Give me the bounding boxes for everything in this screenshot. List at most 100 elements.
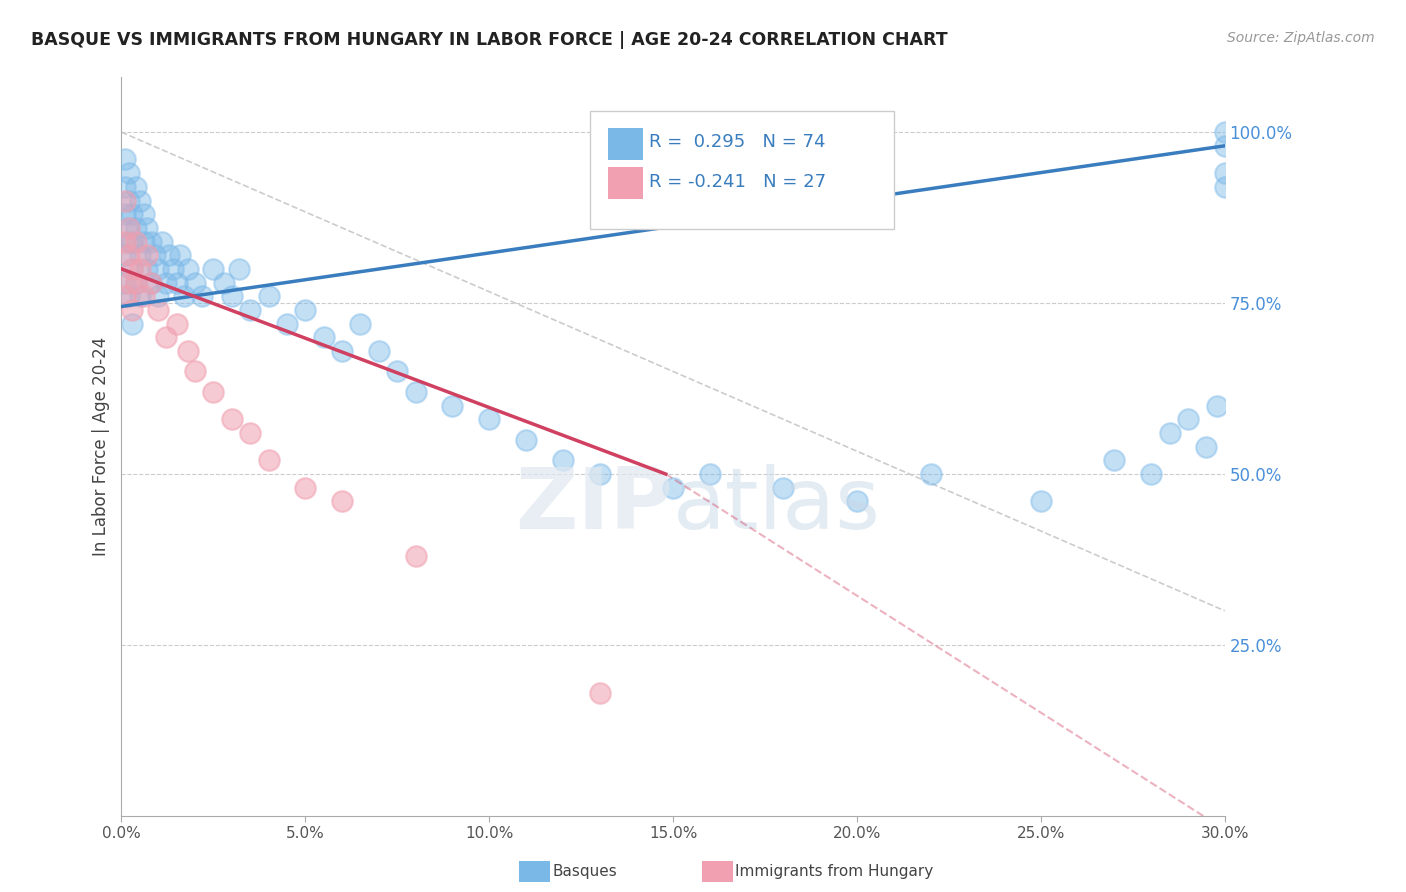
Point	[405, 384, 427, 399]
Point	[114, 207, 136, 221]
Point	[588, 686, 610, 700]
Point	[405, 549, 427, 563]
Point	[184, 364, 207, 378]
Point	[118, 220, 141, 235]
Point	[128, 289, 150, 303]
Point	[143, 248, 166, 262]
Point	[441, 399, 464, 413]
Point	[551, 453, 574, 467]
Point	[157, 248, 180, 262]
Point	[920, 467, 942, 481]
Point	[221, 289, 243, 303]
Point	[173, 289, 195, 303]
Point	[125, 276, 148, 290]
Point	[367, 343, 389, 358]
Point	[132, 235, 155, 249]
Point	[1177, 412, 1199, 426]
Point	[118, 166, 141, 180]
Point	[1213, 166, 1236, 180]
Point	[125, 276, 148, 290]
Point	[176, 343, 198, 358]
Point	[330, 494, 353, 508]
Text: R = -0.241   N = 27: R = -0.241 N = 27	[648, 172, 825, 191]
Point	[114, 153, 136, 167]
Point	[1104, 453, 1126, 467]
Point	[202, 384, 225, 399]
Point	[478, 412, 501, 426]
Point	[125, 220, 148, 235]
Point	[166, 276, 188, 290]
Point	[155, 276, 177, 290]
Point	[121, 261, 143, 276]
Point	[139, 235, 162, 249]
Point	[1213, 125, 1236, 139]
Point	[257, 453, 280, 467]
FancyBboxPatch shape	[607, 167, 644, 199]
Point	[139, 276, 162, 290]
Point	[1213, 179, 1236, 194]
Point	[1206, 399, 1229, 413]
Point	[166, 317, 188, 331]
Point	[118, 248, 141, 262]
Point	[846, 494, 869, 508]
Point	[294, 481, 316, 495]
Point	[294, 302, 316, 317]
Point	[169, 248, 191, 262]
Point	[121, 261, 143, 276]
Point	[387, 364, 409, 378]
Point	[114, 194, 136, 208]
Text: Immigrants from Hungary: Immigrants from Hungary	[735, 864, 934, 879]
Point	[121, 235, 143, 249]
Point	[184, 276, 207, 290]
Point	[118, 289, 141, 303]
Point	[114, 235, 136, 249]
Point	[136, 248, 159, 262]
Text: R =  0.295   N = 74: R = 0.295 N = 74	[648, 134, 825, 152]
Point	[699, 467, 721, 481]
Point	[114, 179, 136, 194]
Text: ZIP: ZIP	[516, 464, 673, 548]
Text: atlas: atlas	[673, 464, 882, 548]
Point	[128, 261, 150, 276]
Point	[128, 194, 150, 208]
Point	[276, 317, 298, 331]
Point	[228, 261, 250, 276]
Point	[162, 261, 184, 276]
Text: Source: ZipAtlas.com: Source: ZipAtlas.com	[1227, 31, 1375, 45]
Text: Basques: Basques	[553, 864, 617, 879]
Point	[515, 433, 537, 447]
Point	[121, 317, 143, 331]
Point	[155, 330, 177, 344]
Text: BASQUE VS IMMIGRANTS FROM HUNGARY IN LABOR FORCE | AGE 20-24 CORRELATION CHART: BASQUE VS IMMIGRANTS FROM HUNGARY IN LAB…	[31, 31, 948, 49]
Point	[136, 220, 159, 235]
Point	[1159, 425, 1181, 440]
Point	[148, 289, 170, 303]
Point	[1213, 138, 1236, 153]
Point	[128, 248, 150, 262]
Point	[148, 261, 170, 276]
Point	[349, 317, 371, 331]
Point	[114, 276, 136, 290]
Point	[125, 235, 148, 249]
Point	[1195, 440, 1218, 454]
Point	[150, 235, 173, 249]
Point	[118, 276, 141, 290]
Point	[202, 261, 225, 276]
Point	[176, 261, 198, 276]
Point	[136, 261, 159, 276]
Point	[312, 330, 335, 344]
Point	[148, 302, 170, 317]
Point	[214, 276, 236, 290]
Point	[588, 467, 610, 481]
Point	[191, 289, 214, 303]
Point	[121, 207, 143, 221]
Point	[125, 179, 148, 194]
Point	[257, 289, 280, 303]
Point	[221, 412, 243, 426]
Point	[330, 343, 353, 358]
Point	[132, 207, 155, 221]
Y-axis label: In Labor Force | Age 20-24: In Labor Force | Age 20-24	[93, 337, 110, 557]
Point	[139, 276, 162, 290]
Point	[239, 425, 262, 440]
Point	[114, 289, 136, 303]
